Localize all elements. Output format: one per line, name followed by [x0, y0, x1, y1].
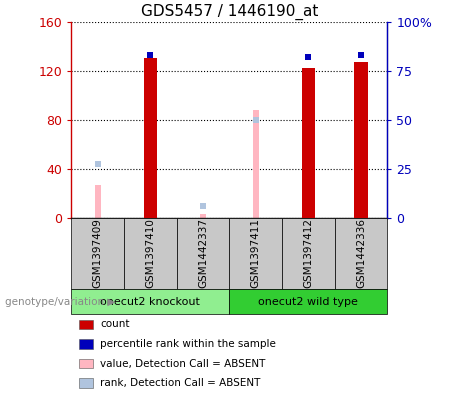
Text: GSM1397409: GSM1397409 — [93, 219, 103, 288]
Bar — [95, 185, 101, 218]
Text: percentile rank within the sample: percentile rank within the sample — [100, 339, 276, 349]
Bar — [71, 289, 229, 314]
Bar — [144, 59, 157, 218]
Text: value, Detection Call = ABSENT: value, Detection Call = ABSENT — [100, 358, 266, 369]
Text: genotype/variation ▶: genotype/variation ▶ — [5, 297, 115, 307]
Bar — [79, 378, 93, 388]
Bar — [71, 218, 124, 289]
Bar — [177, 218, 229, 289]
Bar — [282, 218, 335, 289]
Bar — [355, 62, 367, 218]
Text: onecut2 wild type: onecut2 wild type — [258, 297, 358, 307]
Bar — [253, 110, 259, 218]
Text: GSM1397410: GSM1397410 — [145, 219, 155, 288]
Text: count: count — [100, 319, 130, 329]
Text: GSM1397411: GSM1397411 — [251, 219, 260, 288]
Bar — [301, 68, 315, 218]
Bar — [229, 289, 387, 314]
Text: GSM1442337: GSM1442337 — [198, 219, 208, 288]
Title: GDS5457 / 1446190_at: GDS5457 / 1446190_at — [141, 4, 318, 20]
Bar — [229, 218, 282, 289]
Text: onecut2 knockout: onecut2 knockout — [100, 297, 201, 307]
Bar — [124, 218, 177, 289]
Text: GSM1397412: GSM1397412 — [303, 219, 313, 288]
Text: GSM1442336: GSM1442336 — [356, 219, 366, 288]
Bar — [335, 218, 387, 289]
Bar — [79, 320, 93, 329]
Bar — [79, 339, 93, 349]
Bar — [200, 215, 206, 218]
Bar — [79, 359, 93, 368]
Text: rank, Detection Call = ABSENT: rank, Detection Call = ABSENT — [100, 378, 261, 388]
